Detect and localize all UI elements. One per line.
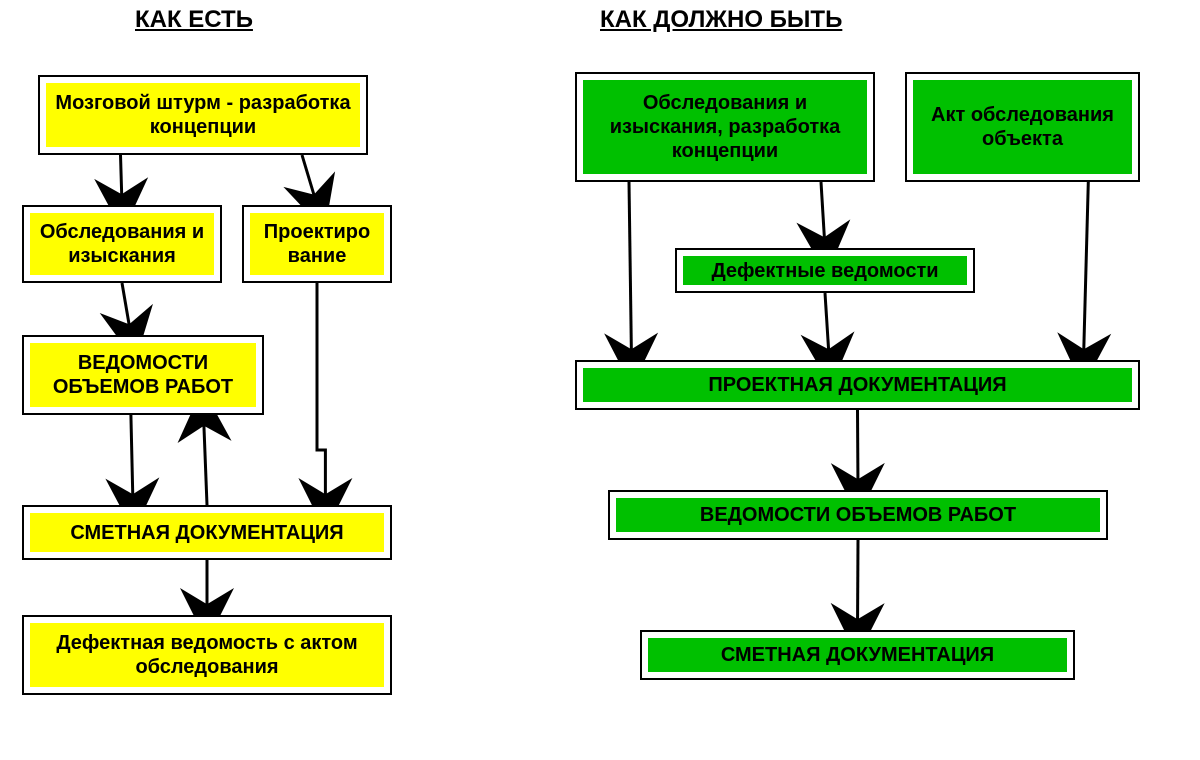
flow-edge <box>629 182 632 360</box>
column-title: КАК ЕСТЬ <box>135 6 253 34</box>
flow-node-label: Мозговой штурм - разработка концепции <box>46 83 360 147</box>
flow-node: Дефектная ведомость с актом обследования <box>22 615 392 695</box>
flow-edge <box>121 155 123 205</box>
flow-node: ВЕДОМОСТИ ОБЪЕМОВ РАБОТ <box>22 335 264 415</box>
flow-node-label: Обследования и изыскания, разработка кон… <box>583 80 867 174</box>
flow-node-label: Проектиро вание <box>250 213 384 275</box>
flow-edge <box>317 283 325 505</box>
flow-node-label: Дефектная ведомость с актом обследования <box>30 623 384 687</box>
flow-edge <box>825 293 829 360</box>
flow-node: ПРОЕКТНАЯ ДОКУМЕНТАЦИЯ <box>575 360 1140 410</box>
flow-node: Мозговой штурм - разработка концепции <box>38 75 368 155</box>
flow-edge <box>821 182 825 248</box>
flow-node: СМЕТНАЯ ДОКУМЕНТАЦИЯ <box>22 505 392 560</box>
flow-node: СМЕТНАЯ ДОКУМЕНТАЦИЯ <box>640 630 1075 680</box>
flow-node: Акт обследования объекта <box>905 72 1140 182</box>
flow-node: ВЕДОМОСТИ ОБЪЕМОВ РАБОТ <box>608 490 1108 540</box>
flow-node-label: Акт обследования объекта <box>913 80 1132 174</box>
flow-node-label: ВЕДОМОСТИ ОБЪЕМОВ РАБОТ <box>30 343 256 407</box>
flow-node-label: ПРОЕКТНАЯ ДОКУМЕНТАЦИЯ <box>583 368 1132 402</box>
flow-node-label: СМЕТНАЯ ДОКУМЕНТАЦИЯ <box>30 513 384 552</box>
flow-node-label: Обследования и изыскания <box>30 213 214 275</box>
flow-node-label: ВЕДОМОСТИ ОБЪЕМОВ РАБОТ <box>616 498 1100 532</box>
flow-node-label: Дефектные ведомости <box>683 256 967 285</box>
flow-edge <box>302 155 317 205</box>
flow-node: Проектиро вание <box>242 205 392 283</box>
flow-node: Обследования и изыскания <box>22 205 222 283</box>
flow-edge <box>1084 182 1089 360</box>
flow-edge <box>131 415 133 505</box>
flow-edge <box>122 283 131 335</box>
flow-edge <box>858 410 859 490</box>
flow-node-label: СМЕТНАЯ ДОКУМЕНТАЦИЯ <box>648 638 1067 672</box>
flow-node: Обследования и изыскания, разработка кон… <box>575 72 875 182</box>
flow-edge <box>204 415 208 505</box>
column-title: КАК ДОЛЖНО БЫТЬ <box>600 6 842 34</box>
diagram-stage: КАК ЕСТЬ КАК ДОЛЖНО БЫТЬ Мозговой штурм - … <box>0 0 1200 760</box>
flow-node: Дефектные ведомости <box>675 248 975 293</box>
flow-edge <box>858 540 859 630</box>
